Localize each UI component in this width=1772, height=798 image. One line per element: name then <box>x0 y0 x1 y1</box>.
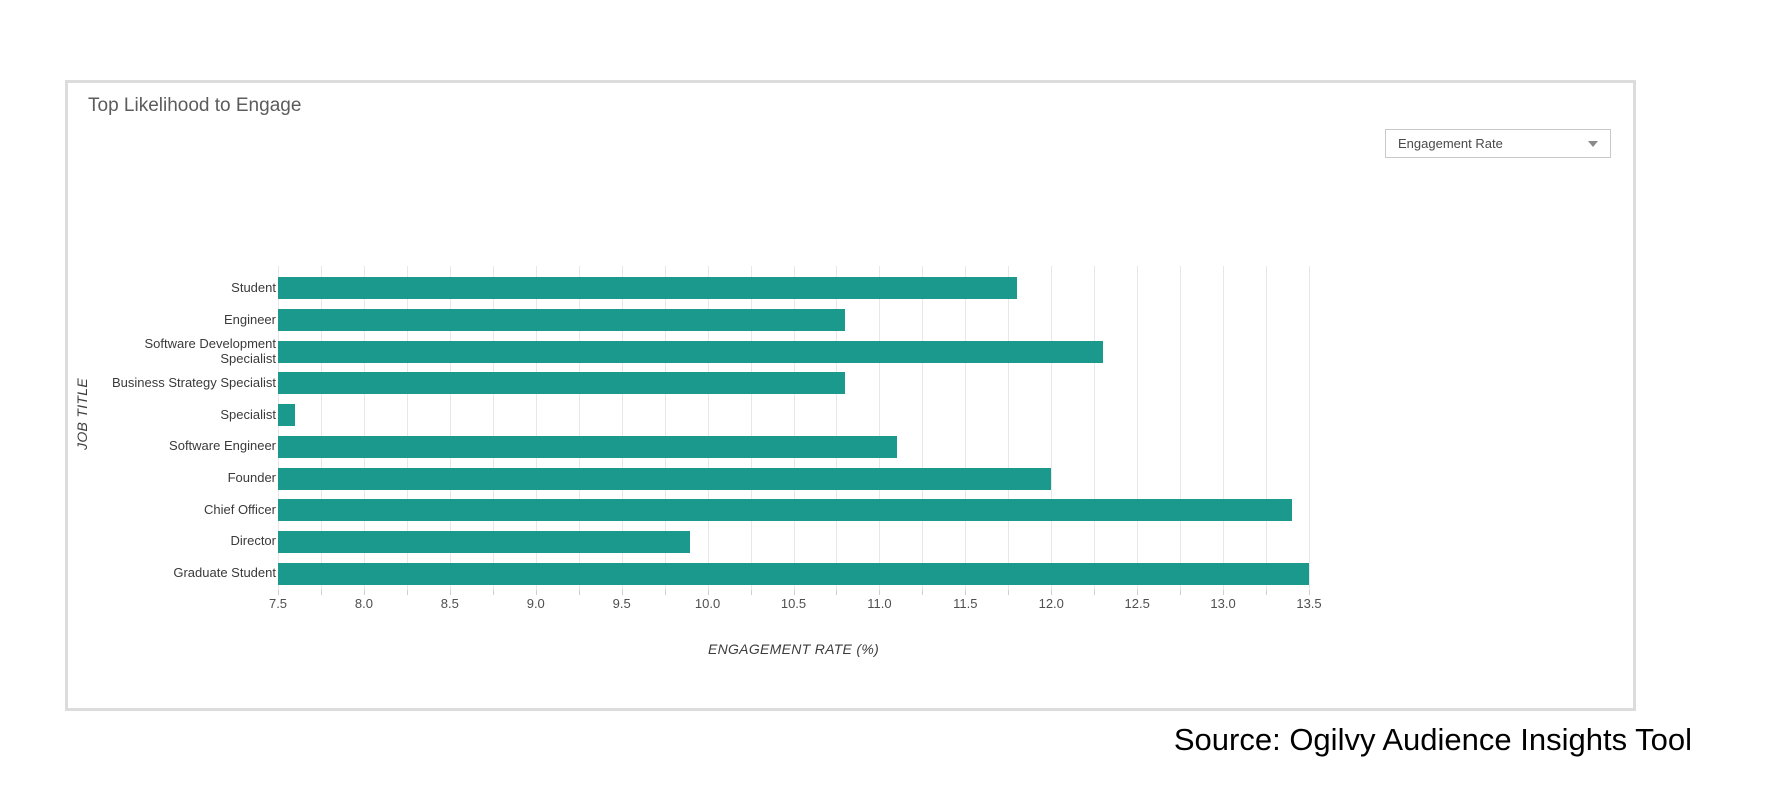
bar-software-engineer <box>278 435 897 458</box>
x-axis-tick <box>492 590 494 595</box>
gridline <box>363 266 365 590</box>
x-axis-title: ENGAGEMENT RATE (%) <box>707 641 880 657</box>
category-label: Founder <box>227 470 276 486</box>
x-axis-tick <box>1223 590 1225 595</box>
x-axis-tick <box>1180 590 1182 595</box>
chart-card: Top Likelihood to Engage Engagement Rate… <box>65 80 1636 711</box>
metric-dropdown-value: Engagement Rate <box>1398 136 1503 151</box>
category-label: Graduate Student <box>173 565 276 581</box>
bar-founder <box>278 467 1052 490</box>
gridline <box>535 266 537 590</box>
gridline <box>578 266 580 590</box>
gridline <box>836 266 838 590</box>
x-tick-label: 9.0 <box>526 596 545 611</box>
x-axis-tick <box>278 590 279 595</box>
gridline <box>1266 266 1268 590</box>
gridline <box>1051 266 1053 590</box>
bar-specialist <box>278 404 296 427</box>
x-axis-tick <box>1309 590 1310 595</box>
gridline <box>922 266 924 590</box>
x-axis-tick <box>1094 590 1096 595</box>
x-axis-tick <box>1051 590 1053 595</box>
gridline <box>1137 266 1139 590</box>
gridline <box>879 266 881 590</box>
x-tick-label: 11.0 <box>867 596 892 611</box>
x-axis-tick <box>1266 590 1268 595</box>
chart-title: Top Likelihood to Engage <box>88 95 302 116</box>
gridline <box>707 266 709 590</box>
gridline <box>406 266 408 590</box>
x-axis-tick <box>621 590 623 595</box>
x-axis-tick <box>1137 590 1139 595</box>
gridline <box>278 266 279 590</box>
x-axis-tick <box>879 590 881 595</box>
x-axis-tick <box>1008 590 1010 595</box>
gridline <box>621 266 623 590</box>
x-tick-label: 13.0 <box>1210 596 1236 611</box>
x-axis-tick <box>363 590 365 595</box>
x-tick-label: 12.5 <box>1124 596 1150 611</box>
gridline <box>1094 266 1096 590</box>
x-axis-tick <box>406 590 408 595</box>
bar-director <box>278 530 691 553</box>
category-label: Business Strategy Specialist <box>111 374 276 390</box>
bar-chief-officer <box>278 499 1292 522</box>
x-axis-tick <box>578 590 580 595</box>
x-axis-tick <box>922 590 924 595</box>
bar-business-strategy-specialist <box>278 372 846 395</box>
bar-software-development-specialist <box>278 340 1103 363</box>
category-label: Chief Officer <box>203 501 276 517</box>
x-axis-tick <box>664 590 666 595</box>
gridline <box>1008 266 1010 590</box>
x-tick-label: 10.5 <box>780 596 807 611</box>
gridline <box>1309 266 1310 590</box>
gridline <box>492 266 494 590</box>
category-label: Specialist <box>220 406 276 422</box>
x-axis-tick <box>707 590 709 595</box>
gridline <box>965 266 967 590</box>
gridline <box>750 266 752 590</box>
x-tick-label: 8.0 <box>354 596 373 611</box>
x-axis-tick <box>836 590 838 595</box>
x-axis-tick <box>449 590 451 595</box>
category-label: Engineer <box>223 311 276 327</box>
bar-graduate-student <box>278 562 1309 585</box>
x-axis-tick <box>320 590 322 595</box>
category-label: Software Development Specialist <box>144 335 276 366</box>
x-axis-tick <box>965 590 967 595</box>
category-label: Director <box>230 533 276 549</box>
bar-engineer <box>278 309 846 332</box>
caret-down-icon <box>1588 140 1598 147</box>
gridline <box>664 266 666 590</box>
category-label: Student <box>231 279 276 295</box>
x-axis-tick <box>750 590 752 595</box>
bar-chart-plot: JOB TITLE ENGAGEMENT RATE (%) 7.5 8.0 8.5 9… <box>68 83 1633 708</box>
gridline <box>1223 266 1225 590</box>
x-tick-label: 12.0 <box>1038 596 1064 611</box>
x-tick-label: 7.5 <box>268 596 288 611</box>
x-tick-label: 8.5 <box>440 596 459 611</box>
gridline <box>449 266 451 590</box>
x-axis-tick <box>793 590 795 595</box>
metric-dropdown[interactable]: Engagement Rate <box>1385 129 1611 158</box>
gridline <box>320 266 322 590</box>
bar-student <box>278 277 1017 300</box>
x-tick-label: 11.5 <box>953 596 978 611</box>
gridline <box>793 266 795 590</box>
category-label: Software Engineer <box>169 438 276 454</box>
x-tick-label: 13.5 <box>1296 596 1322 611</box>
x-tick-label: 9.5 <box>612 596 631 611</box>
x-axis-tick <box>535 590 537 595</box>
x-tick-label: 10.0 <box>694 596 721 611</box>
gridline <box>1180 266 1182 590</box>
y-axis-title: JOB TITLE <box>74 378 90 450</box>
source-attribution: Source: Ogilvy Audience Insights Tool <box>1173 722 1692 757</box>
